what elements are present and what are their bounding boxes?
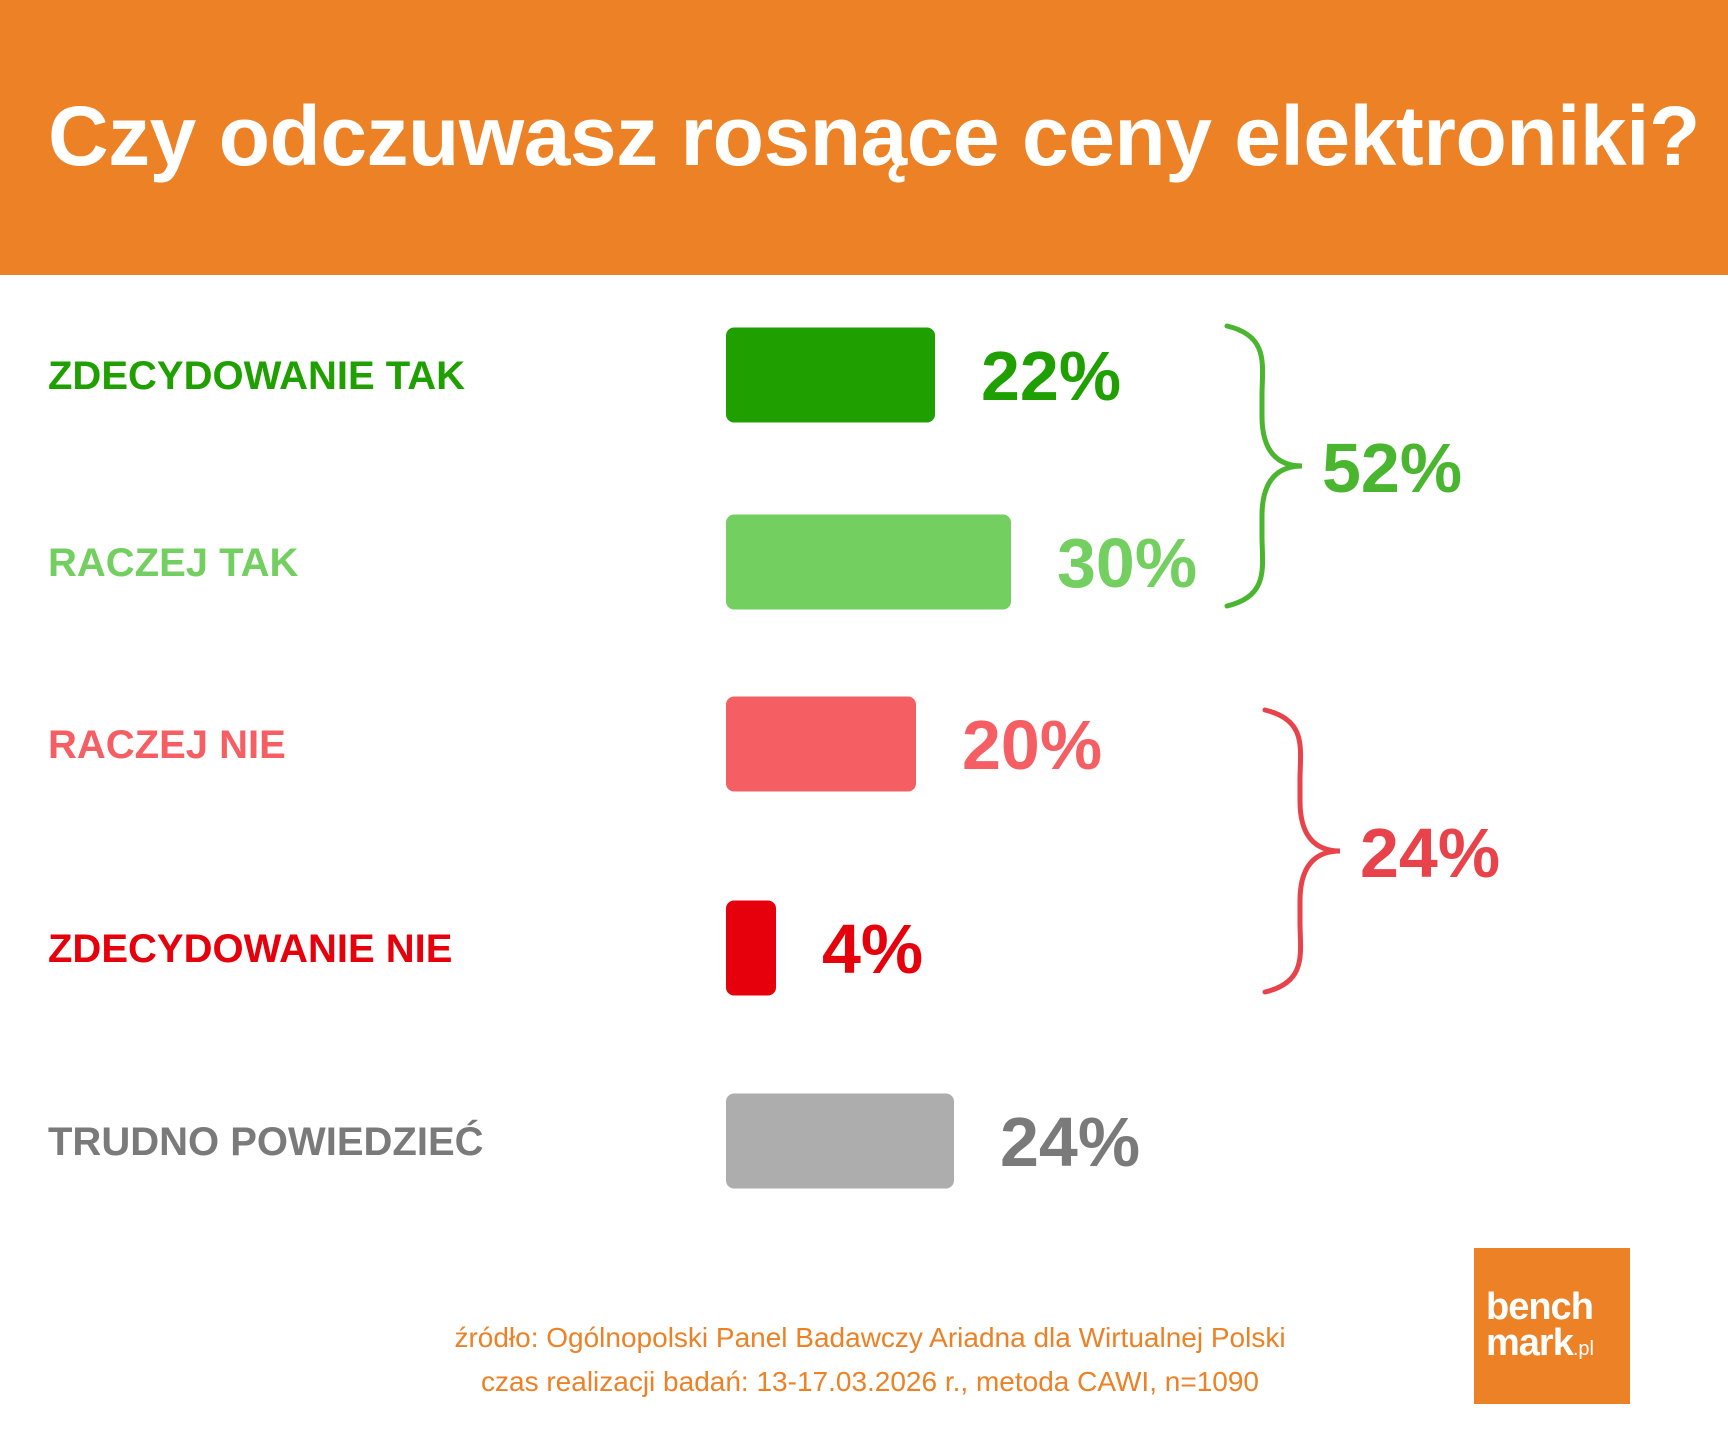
group-bracket xyxy=(1262,707,1341,995)
benchmark-logo: bench mark.pl xyxy=(1474,1248,1630,1404)
logo-text-line1: bench xyxy=(1486,1286,1594,1328)
bar xyxy=(726,1093,954,1189)
bar xyxy=(726,900,776,996)
source-note: źródło: Ogólnopolski Panel Badawczy Aria… xyxy=(454,1322,1286,1353)
category-label: RACZEJ TAK xyxy=(48,541,298,585)
value-label: 30% xyxy=(1057,524,1197,602)
bar xyxy=(726,327,935,423)
value-label: 4% xyxy=(822,910,923,988)
bar xyxy=(726,514,1011,610)
category-label: ZDECYDOWANIE NIE xyxy=(48,927,452,971)
value-label: 20% xyxy=(962,706,1102,784)
category-label: TRUDNO POWIEDZIEĆ xyxy=(48,1118,484,1164)
group-bracket xyxy=(1224,323,1303,609)
logo-text-suffix: .pl xyxy=(1572,1338,1594,1360)
group-total-label: 24% xyxy=(1360,814,1500,892)
category-label: RACZEJ NIE xyxy=(48,723,286,767)
value-label: 22% xyxy=(981,337,1121,415)
logo-text-line2: mark.pl xyxy=(1486,1324,1594,1368)
category-label: ZDECYDOWANIE TAK xyxy=(48,354,465,398)
page-title: Czy odczuwasz rosnące ceny elektroniki? xyxy=(48,89,1700,183)
value-label: 24% xyxy=(1000,1103,1140,1181)
logo-text-mark: mark xyxy=(1486,1322,1574,1364)
methodology-note: czas realizacji badań: 13-17.03.2026 r.,… xyxy=(481,1366,1259,1397)
bar xyxy=(726,696,916,792)
group-total-label: 52% xyxy=(1322,429,1462,507)
header-banner: Czy odczuwasz rosnące ceny elektroniki? xyxy=(0,0,1728,275)
